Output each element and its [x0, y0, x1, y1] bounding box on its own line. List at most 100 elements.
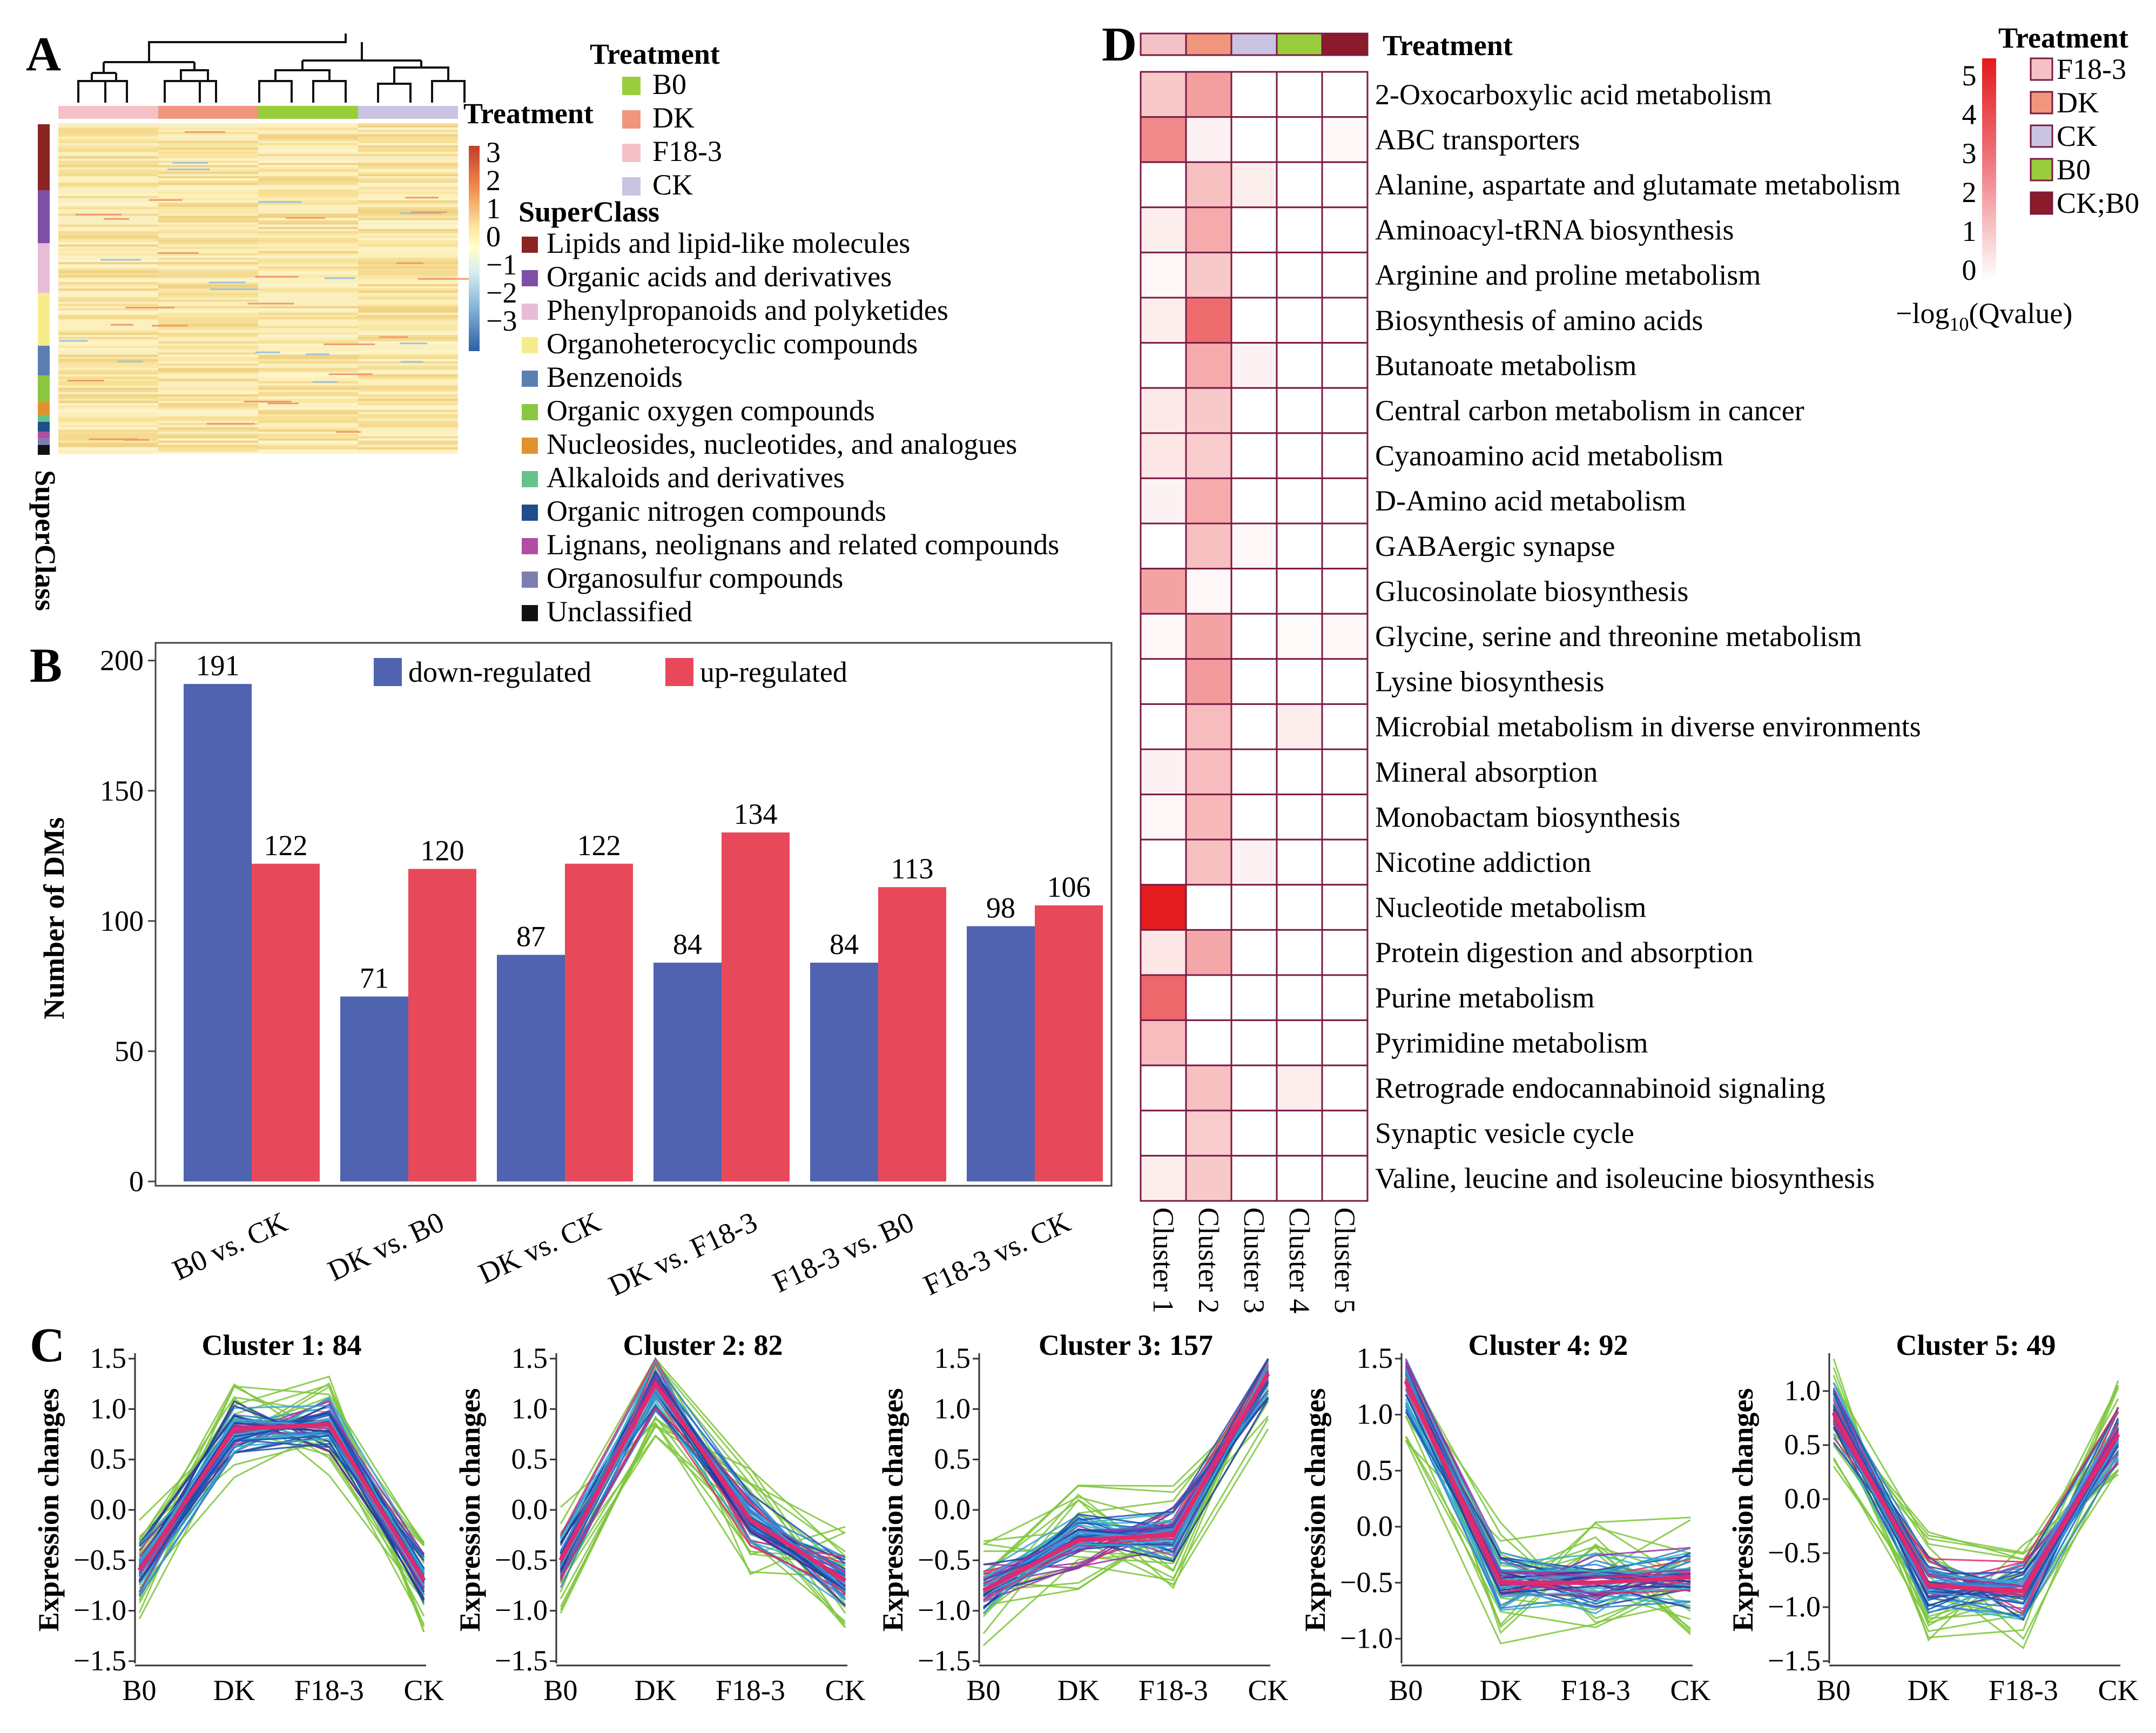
- enrichment-cell: [1230, 342, 1278, 389]
- heatmap-cell-accent: [123, 439, 150, 441]
- panel-c: C −1.5 −1.0 −0.5 0.0 0.5 1.0 1.5 B0 DK F18-3 CK Clu…: [30, 1319, 2139, 1707]
- superclass-legend-swatch: [522, 404, 538, 420]
- heatmap-cell-row: [158, 392, 258, 395]
- bar-value-label: 84: [673, 928, 702, 960]
- heatmap-cell-row: [158, 297, 258, 300]
- heatmap-cell-row: [58, 379, 158, 381]
- heatmap-cell-row: [258, 409, 358, 412]
- heatmap-cell-row: [258, 344, 358, 346]
- heatmap-cell-row: [58, 412, 158, 415]
- bar-up: [1035, 905, 1103, 1181]
- heatmap-cell-row: [158, 149, 258, 152]
- heatmap-cell-row: [358, 143, 458, 146]
- heatmap-cell-row: [158, 434, 258, 436]
- heatmap-cell-row: [258, 339, 358, 342]
- heatmap-cell-row: [58, 312, 158, 315]
- cluster-y-label: Expression changes: [32, 1388, 65, 1632]
- heatmap-cell-row: [58, 420, 158, 424]
- enrichment-cell: [1140, 387, 1187, 434]
- enrichment-cell: [1230, 794, 1278, 841]
- heatmap-cell-row: [258, 173, 358, 177]
- heatmap-cell-row: [258, 392, 358, 395]
- y-tick-label: −1.0: [495, 1594, 548, 1627]
- heatmap-cell-row: [358, 136, 458, 139]
- heatmap-cell-row: [358, 346, 458, 348]
- heatmap-cell-row: [58, 403, 158, 406]
- heatmap-cell-row: [258, 202, 358, 205]
- enrichment-cell: [1321, 522, 1369, 570]
- heatmap-cell-row: [58, 268, 158, 271]
- heatmap-cell-row: [358, 149, 458, 152]
- heatmap-cell-row: [58, 143, 158, 146]
- bar-legend-label: up-regulated: [700, 656, 847, 688]
- heatmap-cell-row: [258, 167, 358, 170]
- expression-scale-tick: −1: [486, 248, 517, 281]
- heatmap-cell-row: [358, 324, 458, 326]
- enrichment-cell: [1140, 1064, 1187, 1112]
- heatmap-cell-row: [358, 377, 458, 379]
- heatmap-cell-accent: [255, 276, 299, 278]
- heatmap-cell-row: [158, 154, 258, 157]
- heatmap-cell-row: [58, 321, 158, 324]
- heatmap-cell-row: [358, 253, 458, 256]
- heatmap-cell-row: [158, 405, 258, 408]
- heatmap-cell-row: [258, 218, 358, 221]
- heatmap-cell-row: [258, 365, 358, 368]
- heatmap-cell-accent: [184, 131, 225, 133]
- heatmap-cell-row: [258, 330, 358, 333]
- heatmap-cell-row: [358, 154, 458, 157]
- bar-legend-swatch: [374, 658, 402, 686]
- heatmap-cell-row: [58, 445, 158, 448]
- profile-line: [983, 1418, 1269, 1580]
- superclass-legend-swatch: [522, 572, 538, 588]
- superclass-bar-segment: [38, 432, 50, 439]
- heatmap-cell-row: [358, 130, 458, 132]
- heatmap-cell-row: [258, 149, 358, 152]
- x-tick-label: F18-3: [716, 1674, 785, 1707]
- enrichment-cell: [1276, 929, 1323, 976]
- heatmap-cell-row: [358, 451, 458, 454]
- heatmap-cell-row: [158, 440, 258, 444]
- heatmap-cell-row: [358, 383, 458, 386]
- heatmap-cell-row: [158, 125, 258, 128]
- enrichment-cell: [1276, 974, 1323, 1022]
- enrichment-cell: [1276, 658, 1323, 705]
- heatmap-cell-row: [158, 160, 258, 163]
- heatmap-cell-row: [258, 127, 358, 130]
- heatmap-cell-row: [158, 381, 258, 384]
- panel-b: B 0 50 100 150 200 Number of DMs 191 122 B0 vs. …: [30, 639, 1113, 1302]
- y-tick-label: 1.5: [1357, 1342, 1393, 1374]
- heatmap-cell-row: [58, 242, 158, 245]
- profile-line: [1832, 1466, 2119, 1619]
- heatmap-cell-row: [358, 185, 458, 187]
- heatmap-cell-accent: [312, 381, 338, 383]
- heatmap-cell-row: [358, 334, 458, 338]
- y-tick-label: −1.5: [918, 1644, 971, 1677]
- heatmap-cell-row: [158, 273, 258, 276]
- pathway-label: Pyrimidine metabolism: [1375, 1026, 1648, 1059]
- enrichment-cell: [1276, 884, 1323, 931]
- heatmap-cell-row: [158, 224, 258, 227]
- heatmap-cell-row: [58, 432, 158, 434]
- heatmap-cell-row: [158, 198, 258, 201]
- heatmap-cell-row: [358, 379, 458, 381]
- heatmap-cell-row: [58, 271, 158, 273]
- heatmap-cell-row: [358, 209, 458, 212]
- treatment-legend-swatch: [622, 177, 641, 196]
- superclass-bar-segment: [38, 375, 50, 402]
- superclass-legend-label: Organic oxygen compounds: [547, 394, 875, 427]
- heatmap-cell-row: [358, 138, 458, 142]
- superclass-legend-label: Organic nitrogen compounds: [547, 495, 886, 527]
- heatmap-cell-accent: [336, 431, 361, 433]
- heatmap-cell-row: [358, 173, 458, 177]
- heatmap-cell-row: [58, 361, 158, 364]
- enrichment-cell: [1276, 522, 1323, 570]
- enrichment-cell: [1185, 568, 1232, 615]
- cluster-column-label: Cluster 5: [1329, 1207, 1361, 1314]
- heatmap-cell-row: [258, 374, 358, 377]
- heatmap-cell-row: [58, 134, 158, 137]
- enrichment-cell: [1185, 884, 1232, 931]
- y-tick-label: 0.0: [934, 1493, 971, 1526]
- heatmap-cell-row: [58, 130, 158, 132]
- heatmap-cell-row: [58, 275, 158, 278]
